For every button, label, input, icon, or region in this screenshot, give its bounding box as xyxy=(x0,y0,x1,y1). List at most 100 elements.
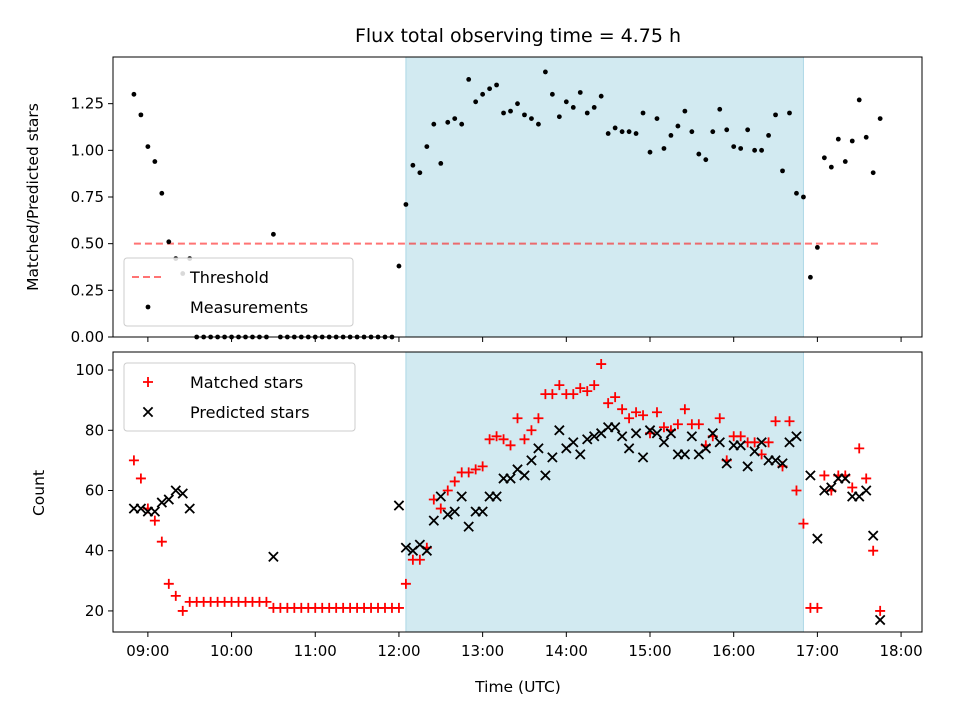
measurement-point xyxy=(501,110,506,116)
predicted-star-point xyxy=(805,470,816,481)
measurement-point xyxy=(271,231,276,237)
measurement-point xyxy=(522,112,527,118)
measurement-point xyxy=(710,129,716,135)
predicted-star-point xyxy=(170,485,182,496)
measurement-point xyxy=(152,159,158,164)
matched-star-point xyxy=(554,380,565,391)
measurement-point xyxy=(835,136,841,142)
axes-frame xyxy=(112,351,923,633)
legend-label: Predicted stars xyxy=(190,403,310,422)
measurement-point xyxy=(675,123,681,129)
measurement-point xyxy=(529,116,534,121)
predicted-star-point xyxy=(735,440,746,451)
matched-star-point xyxy=(735,431,746,442)
matched-star-point xyxy=(770,416,781,427)
predicted-star-point xyxy=(812,533,823,544)
predicted-star-point xyxy=(477,506,488,517)
matched-star-point xyxy=(393,602,404,613)
legend-label: Matched stars xyxy=(190,373,303,392)
predicted-star-point xyxy=(526,455,537,466)
measurement-point xyxy=(640,110,646,116)
predicted-star-point xyxy=(840,473,851,484)
matched-star-point xyxy=(854,443,865,454)
matched-star-point xyxy=(575,383,586,394)
measurement-point xyxy=(563,99,569,105)
predicted-star-point xyxy=(428,515,440,526)
measurement-point xyxy=(703,157,709,163)
measurement-point xyxy=(424,144,430,150)
y-tick-label: 1.00 xyxy=(71,141,104,159)
measurement-point xyxy=(738,146,744,151)
measurement-point xyxy=(410,162,416,168)
predicted-star-point xyxy=(568,437,579,448)
predicted-star-point xyxy=(449,506,460,517)
x-tick-label: 11:00 xyxy=(294,642,337,660)
predicted-star-point xyxy=(665,428,677,439)
measurement-point xyxy=(633,131,639,136)
measurement-point xyxy=(584,110,590,116)
observing-window-shade xyxy=(405,351,804,633)
measurement-point xyxy=(731,144,737,150)
measurement-point xyxy=(452,116,458,121)
x-tick-label: 16:00 xyxy=(712,642,755,660)
measurement-point xyxy=(494,82,499,88)
measurement-point xyxy=(661,146,667,151)
predicted-star-point xyxy=(874,614,886,626)
y-tick-label: 0.50 xyxy=(71,235,104,253)
matched-star-point xyxy=(568,389,579,400)
matched-star-point xyxy=(463,467,474,478)
y-tick-label: 0.75 xyxy=(71,188,104,206)
measurement-point xyxy=(396,263,402,269)
matched-star-point xyxy=(442,485,453,496)
matched-star-point xyxy=(651,407,662,418)
measurement-point xyxy=(431,121,437,127)
predicted-star-point xyxy=(163,494,175,505)
measurement-point xyxy=(801,194,806,200)
matched-star-point xyxy=(610,392,621,403)
measurement-point xyxy=(515,101,520,107)
predicted-star-point xyxy=(651,428,663,439)
measurement-point xyxy=(438,161,444,166)
predicted-star-point xyxy=(135,503,147,514)
measurement-point xyxy=(752,147,758,153)
predicted-star-point xyxy=(575,449,586,460)
measurement-point xyxy=(445,119,451,125)
measurement-point xyxy=(403,202,409,207)
matched-star-point xyxy=(875,605,886,616)
measurement-point xyxy=(696,151,702,157)
y-tick-label: 80 xyxy=(85,421,104,439)
predicted-star-point xyxy=(421,545,433,556)
measurement-point xyxy=(417,170,423,176)
matched-star-point xyxy=(414,554,425,565)
matched-star-point xyxy=(261,596,272,607)
measurement-point xyxy=(145,144,151,150)
measurement-point xyxy=(626,129,632,135)
matched-star-point xyxy=(679,404,690,415)
measurement-point xyxy=(821,155,827,161)
y-tick-label: 40 xyxy=(85,542,104,560)
measurement-point xyxy=(166,239,172,245)
matched-star-point xyxy=(631,407,642,418)
predicted-star-point xyxy=(770,455,781,466)
matched-star-point xyxy=(868,545,879,556)
legend-box xyxy=(123,257,354,327)
predicted-star-point xyxy=(609,422,621,433)
matched-star-point xyxy=(512,413,523,424)
matched-star-point xyxy=(177,605,188,616)
measurement-point xyxy=(856,97,862,103)
measurement-point xyxy=(542,69,548,75)
measurement-point xyxy=(647,149,653,155)
predicted-star-point xyxy=(819,485,830,496)
matched-star-point xyxy=(135,473,146,484)
measurement-point xyxy=(159,190,165,196)
measurement-point xyxy=(787,110,792,116)
x-tick-label: 14:00 xyxy=(545,642,588,660)
predicted-star-point xyxy=(491,491,502,502)
measurement-point xyxy=(570,105,576,110)
matched-star-point xyxy=(798,518,809,529)
measurement-point xyxy=(794,190,799,196)
x-tick-label: 09:00 xyxy=(126,642,169,660)
matched-star-point xyxy=(128,455,139,466)
predicted-star-point xyxy=(658,437,670,448)
